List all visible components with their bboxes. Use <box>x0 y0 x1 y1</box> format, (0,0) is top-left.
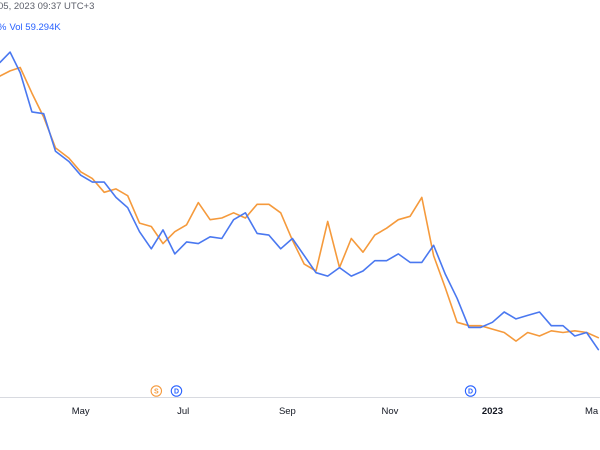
x-tick-label: 2023 <box>482 406 503 417</box>
event-marker-d[interactable]: D <box>170 385 183 397</box>
x-axis-labels: May Jul Sep Nov 2023 Ma <box>72 406 599 417</box>
event-marker-letter: D <box>174 389 179 396</box>
percent-fragment: % <box>0 22 6 33</box>
x-tick-label: Ma <box>585 406 599 417</box>
event-marker-d[interactable]: D <box>464 385 477 397</box>
event-marker-letter: D <box>468 389 473 396</box>
event-marker-circle <box>170 385 183 397</box>
x-tick-label: May <box>72 406 90 417</box>
x-tick-label: Jul <box>177 406 189 417</box>
series-line-2[interactable] <box>0 51 600 351</box>
series-line-1[interactable] <box>0 66 600 342</box>
event-marker-letter: S <box>154 389 159 396</box>
x-tick-label: Nov <box>381 406 398 417</box>
event-marker-circle <box>464 385 477 397</box>
event-marker-s[interactable]: S <box>150 385 163 397</box>
timestamp-info: 05, 2023 09:37 UTC+3 <box>0 1 94 12</box>
x-tick-label: Sep <box>279 406 296 417</box>
timestamp-text: 05, 2023 09:37 UTC+3 <box>0 1 95 12</box>
volume-info: %Vol 59.294K <box>0 22 61 33</box>
series-layer <box>0 51 600 351</box>
volume-value: Vol 59.294K <box>9 22 61 33</box>
event-marker-circle <box>150 385 163 397</box>
